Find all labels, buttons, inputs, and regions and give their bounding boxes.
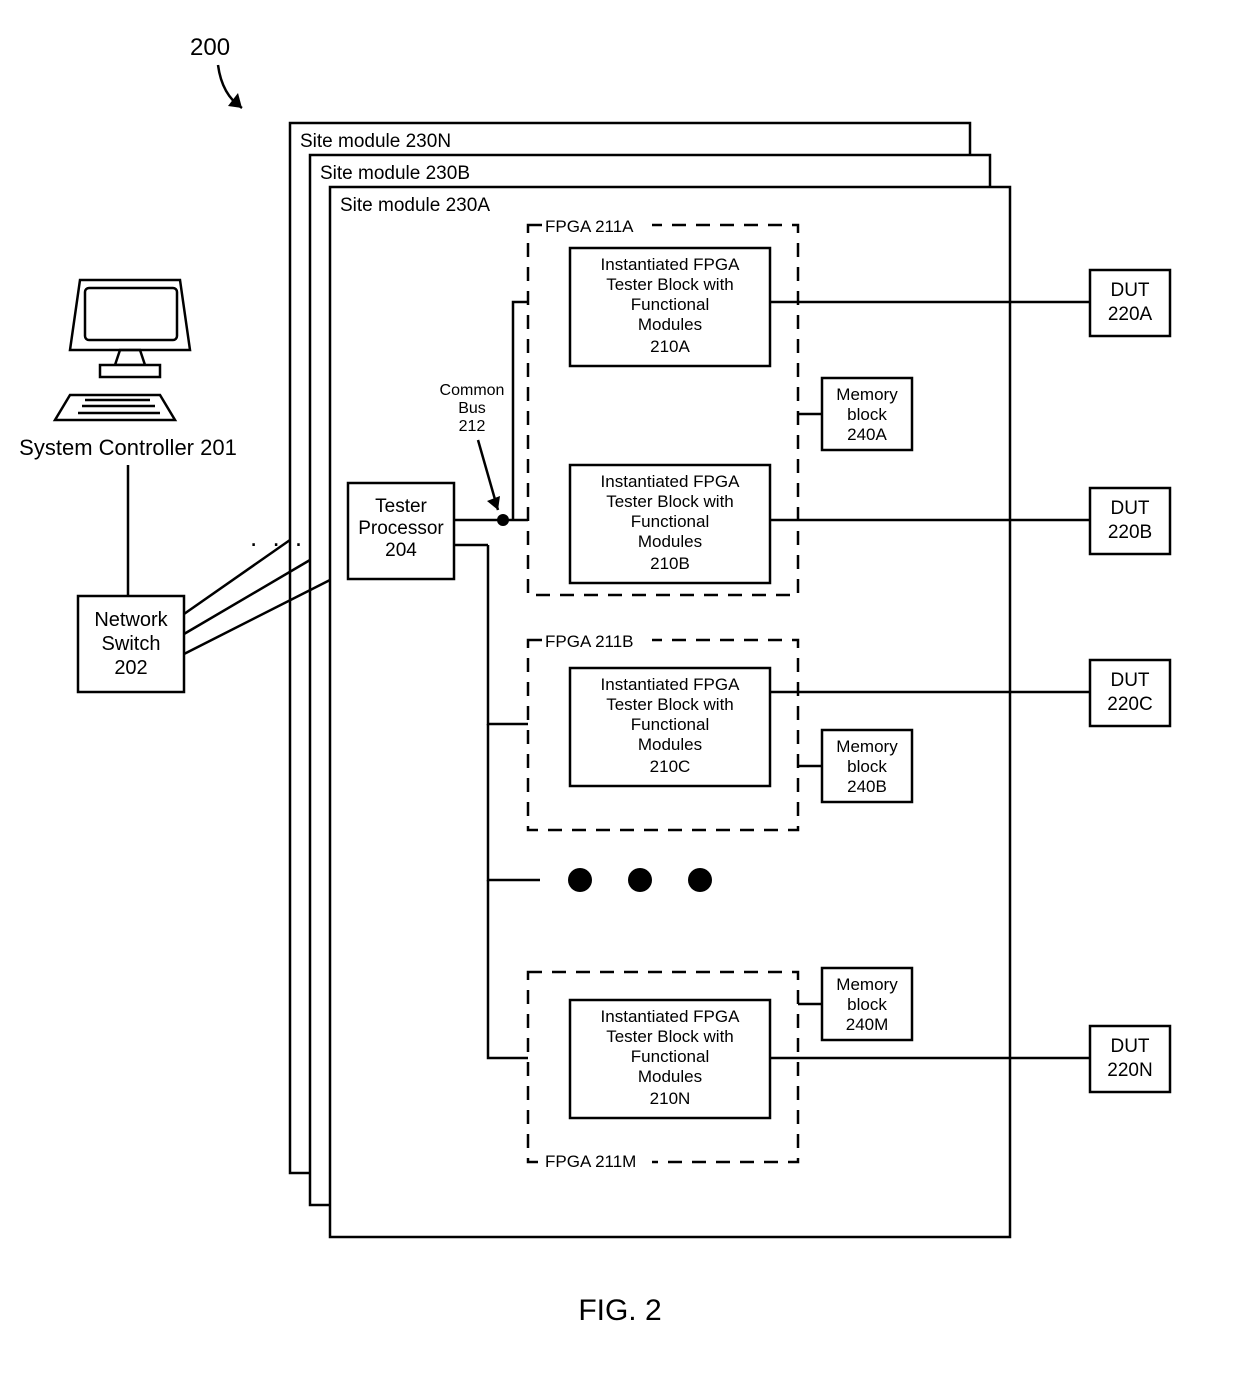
dut-220n-l1: DUT [1110,1036,1149,1057]
tester-processor-l2: Processor [358,518,444,539]
block-210n-l4: Modules [638,1067,702,1086]
block-210c-l4: Modules [638,735,702,754]
memory-240a-id: 240A [847,425,887,444]
system-controller-label: System Controller 201 [19,435,237,460]
common-bus-l2: Bus [458,400,486,417]
figure-ref: 200 [190,34,230,61]
memory-240a-l2: block [847,405,887,424]
dut-220b-id: 220B [1108,522,1152,543]
diagram-canvas: 200 Site module 230N Site module 230B Si… [0,0,1240,1381]
site-module-b-label: Site module 230B [320,163,470,184]
block-210a-l4: Modules [638,315,702,334]
figure-caption: FIG. 2 [578,1294,661,1327]
site-module-a-label: Site module 230A [340,195,490,216]
ellipsis-dot-2 [628,868,652,892]
bus-junction-dot [497,514,509,526]
memory-240m-id: 240M [846,1015,889,1034]
block-210a-l3: Functional [631,295,709,314]
block-210n-l1: Instantiated FPGA [601,1007,741,1026]
block-210a-l1: Instantiated FPGA [601,255,741,274]
block-210b-id: 210B [650,554,690,573]
fpga-211b-label: FPGA 211B [545,632,634,651]
network-switch-l3: 202 [114,657,147,679]
block-210c-l3: Functional [631,715,709,734]
network-switch-l1: Network [94,609,168,631]
block-210n-id: 210N [650,1089,691,1108]
ellipsis-dot-3 [688,868,712,892]
tester-processor-l3: 204 [385,540,417,561]
dut-220n-id: 220N [1107,1060,1152,1081]
block-210b-l3: Functional [631,512,709,531]
block-210c-id: 210C [650,757,691,776]
dut-220a-id: 220A [1108,304,1153,325]
block-210a-l2: Tester Block with [606,275,734,294]
dut-220a-l1: DUT [1110,280,1149,301]
block-210n-l2: Tester Block with [606,1027,734,1046]
memory-240b-id: 240B [847,777,887,796]
common-bus-l3: 212 [459,418,486,435]
system-controller-icon [55,280,190,420]
common-bus-l1: Common [440,382,505,399]
memory-240m-l2: block [847,995,887,1014]
ellipsis-dot-1 [568,868,592,892]
dut-220b-l1: DUT [1110,498,1149,519]
switch-ellipsis: . . . [250,522,306,552]
tester-processor-l1: Tester [375,496,427,517]
network-switch-l2: Switch [102,633,161,655]
memory-240m-l1: Memory [836,975,898,994]
block-210b-l2: Tester Block with [606,492,734,511]
block-210c-l1: Instantiated FPGA [601,675,741,694]
site-module-n-label: Site module 230N [300,131,451,152]
block-210a-id: 210A [650,337,690,356]
dut-220c-id: 220C [1107,694,1152,715]
dut-220c-l1: DUT [1110,670,1149,691]
block-210b-l4: Modules [638,532,702,551]
block-210n-l3: Functional [631,1047,709,1066]
block-210b-l1: Instantiated FPGA [601,472,741,491]
block-210c-l2: Tester Block with [606,695,734,714]
fpga-211m-label: FPGA 211M [545,1152,636,1171]
memory-240a-l1: Memory [836,385,898,404]
memory-240b-l1: Memory [836,737,898,756]
fpga-211a-label: FPGA 211A [545,217,634,236]
memory-240b-l2: block [847,757,887,776]
